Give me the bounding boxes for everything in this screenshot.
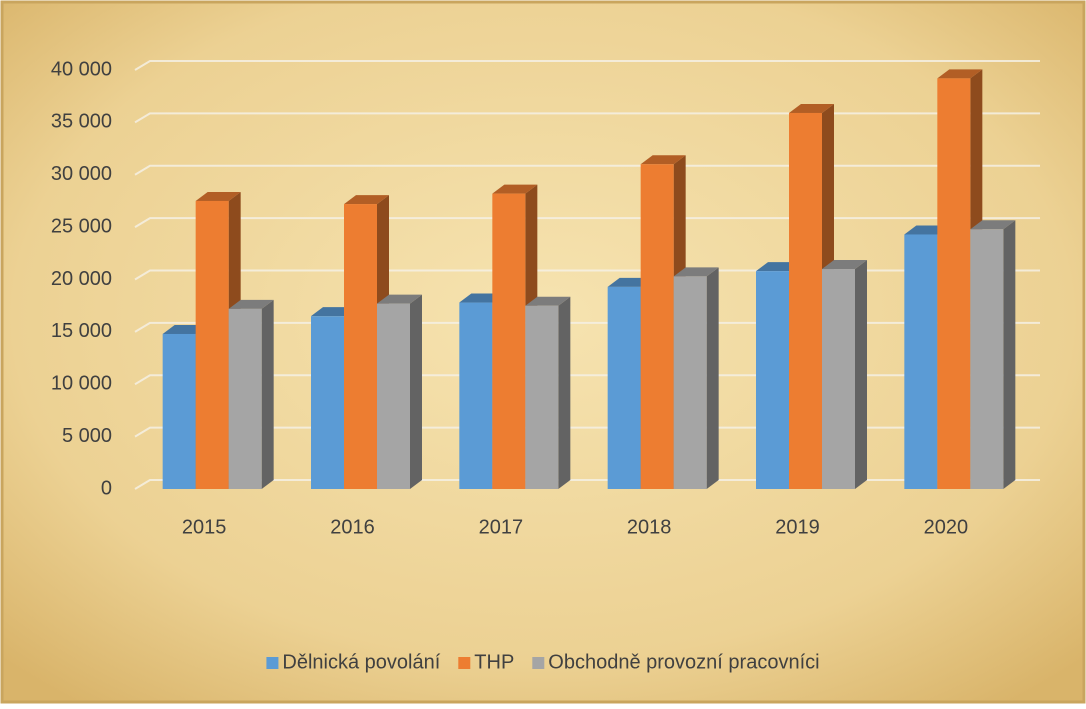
bar [228, 308, 262, 489]
y-tick-label: 20 000 [51, 268, 112, 290]
bar [492, 193, 526, 490]
bar [904, 234, 938, 489]
bar [789, 112, 822, 489]
bar-top [525, 296, 571, 306]
legend-swatch [532, 657, 545, 669]
bar-top [789, 103, 834, 113]
bar-top [970, 220, 1016, 230]
y-tick-label: 35 000 [51, 111, 112, 133]
bar [311, 316, 344, 489]
y-tick-label: 40 000 [51, 58, 112, 80]
grid-line [134, 321, 1040, 333]
y-tick-label: 25 000 [51, 215, 112, 237]
bar-side [1003, 220, 1016, 489]
x-tick-label: 2019 [775, 516, 820, 538]
legend-label: Obchodně provozní pracovníci [548, 651, 819, 673]
bar [377, 303, 410, 489]
grid-line [134, 374, 1040, 386]
grid-line [134, 164, 1040, 176]
bar-top [195, 191, 241, 201]
y-tick-label: 15 000 [51, 320, 112, 342]
y-tick-label: 0 [101, 477, 112, 499]
x-tick-label: 2016 [330, 516, 375, 538]
y-tick-label: 10 000 [51, 373, 112, 395]
bar [344, 204, 377, 489]
x-tick-label: 2018 [627, 516, 672, 538]
grid-line [134, 269, 1040, 281]
bar [195, 200, 229, 489]
bar-top [228, 299, 274, 309]
bar-side [855, 260, 867, 489]
grid-line [134, 426, 1040, 438]
bar [640, 164, 674, 489]
bar [162, 333, 196, 489]
bar [937, 78, 971, 489]
x-tick-label: 2017 [479, 516, 524, 538]
bar [970, 229, 1004, 489]
x-tick-label: 2020 [924, 516, 969, 538]
bar [822, 269, 855, 489]
bar [525, 305, 559, 489]
bar-top [673, 267, 719, 277]
legend-label: Dělnická povolání [282, 651, 440, 673]
legend: Dělnická povolání THP Obchodně provozní pr… [266, 651, 820, 673]
bar-top [640, 155, 686, 165]
bar-top [822, 260, 867, 270]
grid-line [134, 217, 1040, 228]
legend-label: THP [474, 651, 514, 673]
bar-top [377, 294, 422, 304]
y-tick-label: 30 000 [51, 163, 112, 185]
legend-swatch [458, 657, 471, 669]
bar-top [344, 195, 389, 205]
bar-top [937, 69, 983, 79]
bar [459, 302, 493, 489]
bar [673, 276, 707, 489]
y-tick-label: 5 000 [62, 425, 112, 447]
grid-line [134, 479, 1040, 490]
grid-line [134, 112, 1040, 124]
x-tick-label: 2015 [182, 516, 227, 538]
bar-side [261, 299, 274, 489]
legend-swatch [266, 657, 279, 669]
bar-top [492, 184, 538, 194]
bar [607, 286, 641, 489]
bar-side [706, 267, 719, 489]
bar-side [410, 294, 422, 489]
grid-line [134, 60, 1040, 71]
bar-side [558, 296, 571, 489]
bar [756, 271, 789, 489]
